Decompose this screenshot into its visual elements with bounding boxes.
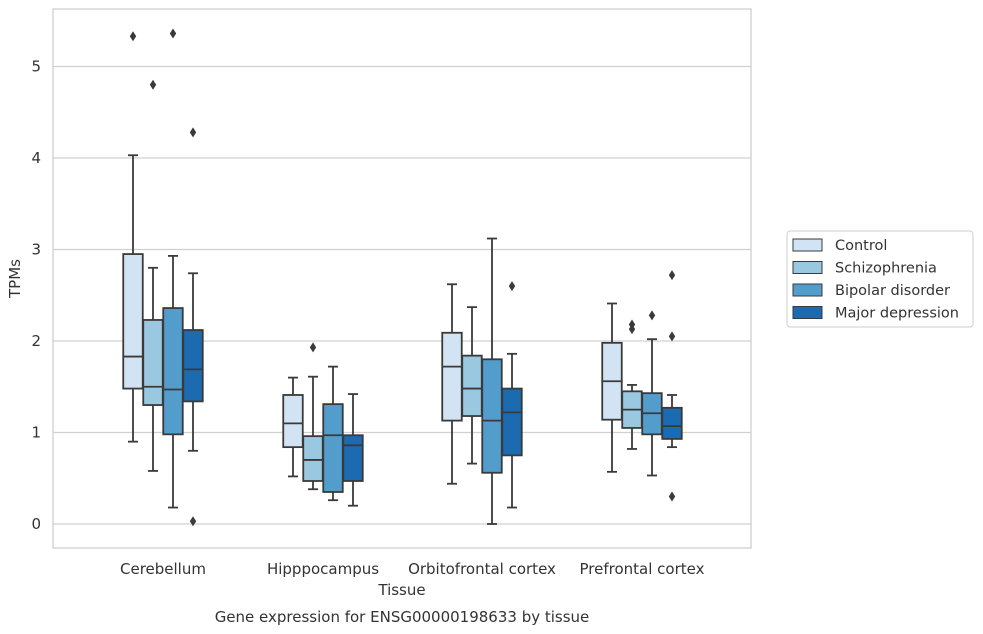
x-tick-label: Orbitofrontal cortex: [408, 560, 556, 578]
outlier-marker: [628, 319, 636, 330]
box-bipolar-disorder: [162, 28, 184, 509]
legend-swatch: [792, 261, 823, 274]
box-groups: [122, 28, 683, 527]
box-bipolar-disorder: [481, 237, 503, 525]
outlier-marker: [149, 79, 157, 90]
box-major-depression: [182, 127, 204, 527]
box-iqr: [501, 387, 523, 457]
box-iqr: [481, 358, 503, 474]
chart-caption: Gene expression for ENSG00000198633 by t…: [215, 608, 590, 626]
legend-label: Bipolar disorder: [835, 283, 950, 299]
outlier-marker: [668, 491, 676, 502]
x-tick-label: Prefrontal cortex: [580, 560, 705, 578]
legend-swatch: [792, 306, 823, 319]
box-iqr: [441, 331, 463, 422]
outlier-marker: [189, 127, 197, 138]
box-schizophrenia: [302, 342, 324, 491]
box-iqr: [302, 435, 324, 482]
box-control: [282, 376, 304, 478]
y-tick-label: 1: [31, 424, 41, 442]
y-axis-label: TPMs: [6, 259, 24, 299]
box-iqr: [162, 307, 184, 436]
box-control: [441, 283, 463, 485]
legend-label: Control: [835, 238, 887, 254]
y-tick-label: 2: [31, 332, 41, 350]
box-bipolar-disorder: [641, 310, 663, 477]
x-axis-ticks: Cerebellum Hipppocampus Orbitofrontal cort…: [120, 560, 705, 578]
box-major-depression: [661, 270, 683, 502]
box-schizophrenia: [142, 79, 164, 472]
box-schizophrenia: [461, 306, 483, 465]
legend-label: Major depression: [835, 306, 959, 322]
box-iqr: [182, 329, 204, 403]
legend-swatch: [792, 238, 823, 252]
box-schizophrenia: [621, 319, 643, 450]
box-iqr: [142, 319, 164, 406]
box-iqr: [282, 394, 304, 449]
y-tick-label: 3: [31, 241, 41, 259]
box-iqr: [342, 434, 364, 482]
box-iqr: [122, 253, 144, 390]
y-tick-label: 5: [31, 58, 41, 76]
outlier-marker: [309, 342, 317, 353]
box-control: [122, 31, 144, 443]
legend-frame: [786, 230, 974, 328]
box-control: [601, 302, 623, 473]
outlier-marker: [508, 281, 516, 292]
legend-swatch: [792, 283, 823, 297]
outlier-marker: [668, 270, 676, 281]
outlier-marker: [129, 31, 137, 42]
y-axis-ticks: 0 1 2 3 4 5: [31, 58, 41, 534]
box-major-depression: [342, 393, 364, 507]
box-major-depression: [501, 281, 523, 509]
legend-label: Schizophrenia: [835, 261, 937, 277]
x-tick-label: Hipppocampus: [267, 560, 379, 578]
x-axis-label: Tissue: [377, 581, 425, 599]
box-iqr: [322, 403, 344, 493]
outlier-marker: [189, 516, 197, 527]
y-tick-label: 4: [31, 149, 41, 167]
grid-lines: [53, 65, 751, 525]
legend: Control Schizophrenia Bipolar disorder Majo…: [786, 230, 974, 328]
box-iqr: [661, 406, 683, 440]
y-tick-label: 0: [31, 515, 41, 533]
x-tick-label: Cerebellum: [120, 560, 206, 578]
outlier-marker: [169, 28, 177, 39]
box-bipolar-disorder: [322, 365, 344, 502]
outlier-marker: [668, 331, 676, 342]
box-iqr: [461, 354, 483, 417]
outlier-marker: [648, 310, 656, 321]
plot-area-frame: [52, 8, 752, 549]
